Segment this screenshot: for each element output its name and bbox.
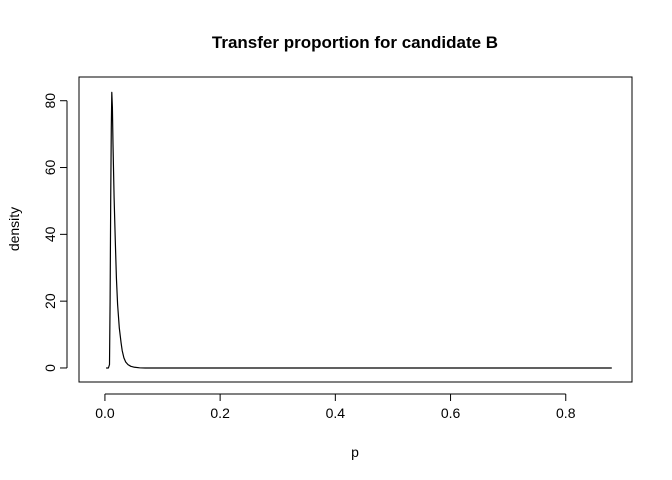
x-tick-label: 0.0 xyxy=(95,405,115,421)
x-tick-label: 0.4 xyxy=(326,405,346,421)
x-axis: 0.0 0.2 0.4 0.6 0.8 xyxy=(95,393,576,421)
y-axis: 0 20 40 60 80 xyxy=(42,93,68,372)
y-tick-label: 80 xyxy=(42,93,58,109)
plot-frame xyxy=(78,76,633,383)
series-layer xyxy=(106,91,612,369)
x-axis-title: p xyxy=(351,444,359,460)
y-tick-label: 0 xyxy=(42,364,58,372)
y-axis-title: density xyxy=(6,207,22,251)
y-tick-label: 40 xyxy=(42,226,58,242)
y-tick-label: 60 xyxy=(42,160,58,176)
x-tick-label: 0.2 xyxy=(210,405,230,421)
density-curve xyxy=(106,91,612,369)
x-tick-label: 0.8 xyxy=(556,405,576,421)
chart-title: Transfer proportion for candidate B xyxy=(212,33,498,52)
x-tick-label: 0.6 xyxy=(441,405,461,421)
y-tick-label: 20 xyxy=(42,293,58,309)
